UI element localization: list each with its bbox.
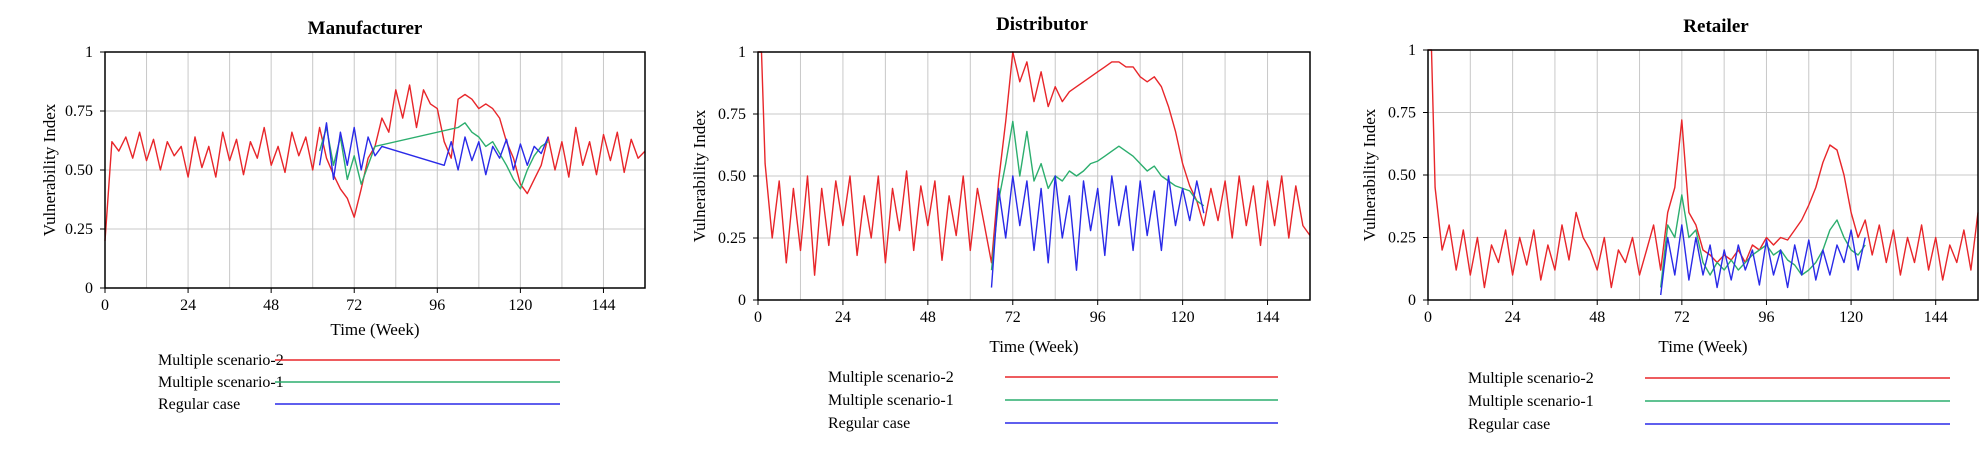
y-tick-label: 0: [1408, 292, 1416, 309]
x-tick-label: 48: [920, 309, 936, 326]
series-line-regular-case: [990, 175, 1205, 288]
x-tick-label: 120: [1839, 309, 1863, 326]
x-tick-label: 96: [1090, 309, 1106, 326]
y-axis-label: Vulnerability Index: [40, 103, 59, 236]
y-tick-label: 0.25: [718, 230, 746, 247]
y-tick-label: 1: [738, 44, 746, 61]
chart-panel-manufacturer: Manufacturer 0 0.25 0.50 0.75 1 0 24 48 72 96 120 14…: [40, 18, 646, 413]
x-tick-label: 48: [263, 297, 279, 314]
chart-title: Distributor: [996, 14, 1088, 35]
x-tick-label: 0: [1424, 309, 1432, 326]
legend-label: Multiple scenario-2: [828, 369, 954, 386]
x-tick-label: 0: [101, 297, 109, 314]
y-tick-label: 0: [738, 292, 746, 309]
chart-panel-retailer: Retailer 0 0.25 0.50 0.75 1 0 24 48 72 96 120 144 Tim…: [1360, 16, 1979, 433]
x-tick-label: 120: [1171, 309, 1195, 326]
series-line-regular-case: [318, 122, 549, 181]
series-line-multiple-scenario-2: [758, 51, 1311, 276]
legend: Multiple scenario-2 Multiple scenario-1 Re…: [828, 369, 1278, 432]
x-tick-label: 96: [1758, 309, 1774, 326]
y-tick-label: 0.25: [1388, 230, 1416, 247]
x-tick-label: 24: [1505, 309, 1521, 326]
x-tick-label: 144: [1256, 309, 1280, 326]
y-tick-label: 1: [1408, 42, 1416, 59]
x-tick-label: 48: [1589, 309, 1605, 326]
y-axis-label: Vulnerability Index: [690, 109, 709, 242]
x-tick-label: 72: [346, 297, 362, 314]
y-tick-label: 0.50: [718, 168, 746, 185]
legend-label: Multiple scenario-2: [1468, 370, 1594, 387]
x-axis-label: Time (Week): [330, 320, 419, 339]
series-line-multiple-scenario-2: [1428, 49, 1979, 289]
y-tick-label: 0.75: [65, 103, 93, 120]
y-tick-label: 0.25: [65, 221, 93, 238]
y-tick-label: 0.75: [718, 106, 746, 123]
x-tick-label: 96: [429, 297, 445, 314]
chart-panel-distributor: Distributor 0 0.25 0.50 0.75 1 0 24 48 72 96 120 144…: [690, 14, 1311, 432]
x-tick-label: 24: [180, 297, 196, 314]
legend-label: Regular case: [1468, 416, 1550, 433]
y-tick-label: 0: [85, 280, 93, 297]
x-tick-label: 144: [591, 297, 615, 314]
y-tick-label: 0.75: [1388, 105, 1416, 122]
y-tick-label: 0.50: [1388, 167, 1416, 184]
x-axis-label: Time (Week): [989, 337, 1078, 356]
series-line-multiple-scenario-1: [1660, 194, 1866, 288]
x-tick-label: 72: [1005, 309, 1021, 326]
x-axis-label: Time (Week): [1658, 337, 1747, 356]
chart-title: Retailer: [1683, 16, 1749, 37]
legend: Multiple scenario-2 Multiple scenario-1 Re…: [158, 352, 560, 413]
legend: Multiple scenario-2 Multiple scenario-1 Re…: [1468, 370, 1950, 433]
y-axis-label: Vulnerability Index: [1360, 108, 1379, 241]
y-tick-label: 0.50: [65, 162, 93, 179]
legend-label: Multiple scenario-2: [158, 352, 284, 369]
series-line-multiple-scenario-2: [104, 84, 646, 241]
series-line-regular-case: [1660, 224, 1866, 296]
x-tick-label: 144: [1924, 309, 1948, 326]
legend-label: Multiple scenario-1: [158, 374, 284, 391]
x-tick-label: 24: [835, 309, 851, 326]
legend-label: Multiple scenario-1: [1468, 393, 1594, 410]
legend-label: Regular case: [158, 396, 240, 413]
legend-label: Regular case: [828, 415, 910, 432]
x-tick-label: 120: [508, 297, 532, 314]
legend-label: Multiple scenario-1: [828, 392, 954, 409]
series-line-multiple-scenario-1: [318, 122, 549, 190]
x-tick-label: 0: [754, 309, 762, 326]
chart-title: Manufacturer: [308, 18, 423, 39]
x-tick-label: 72: [1674, 309, 1690, 326]
y-tick-label: 1: [85, 44, 93, 61]
